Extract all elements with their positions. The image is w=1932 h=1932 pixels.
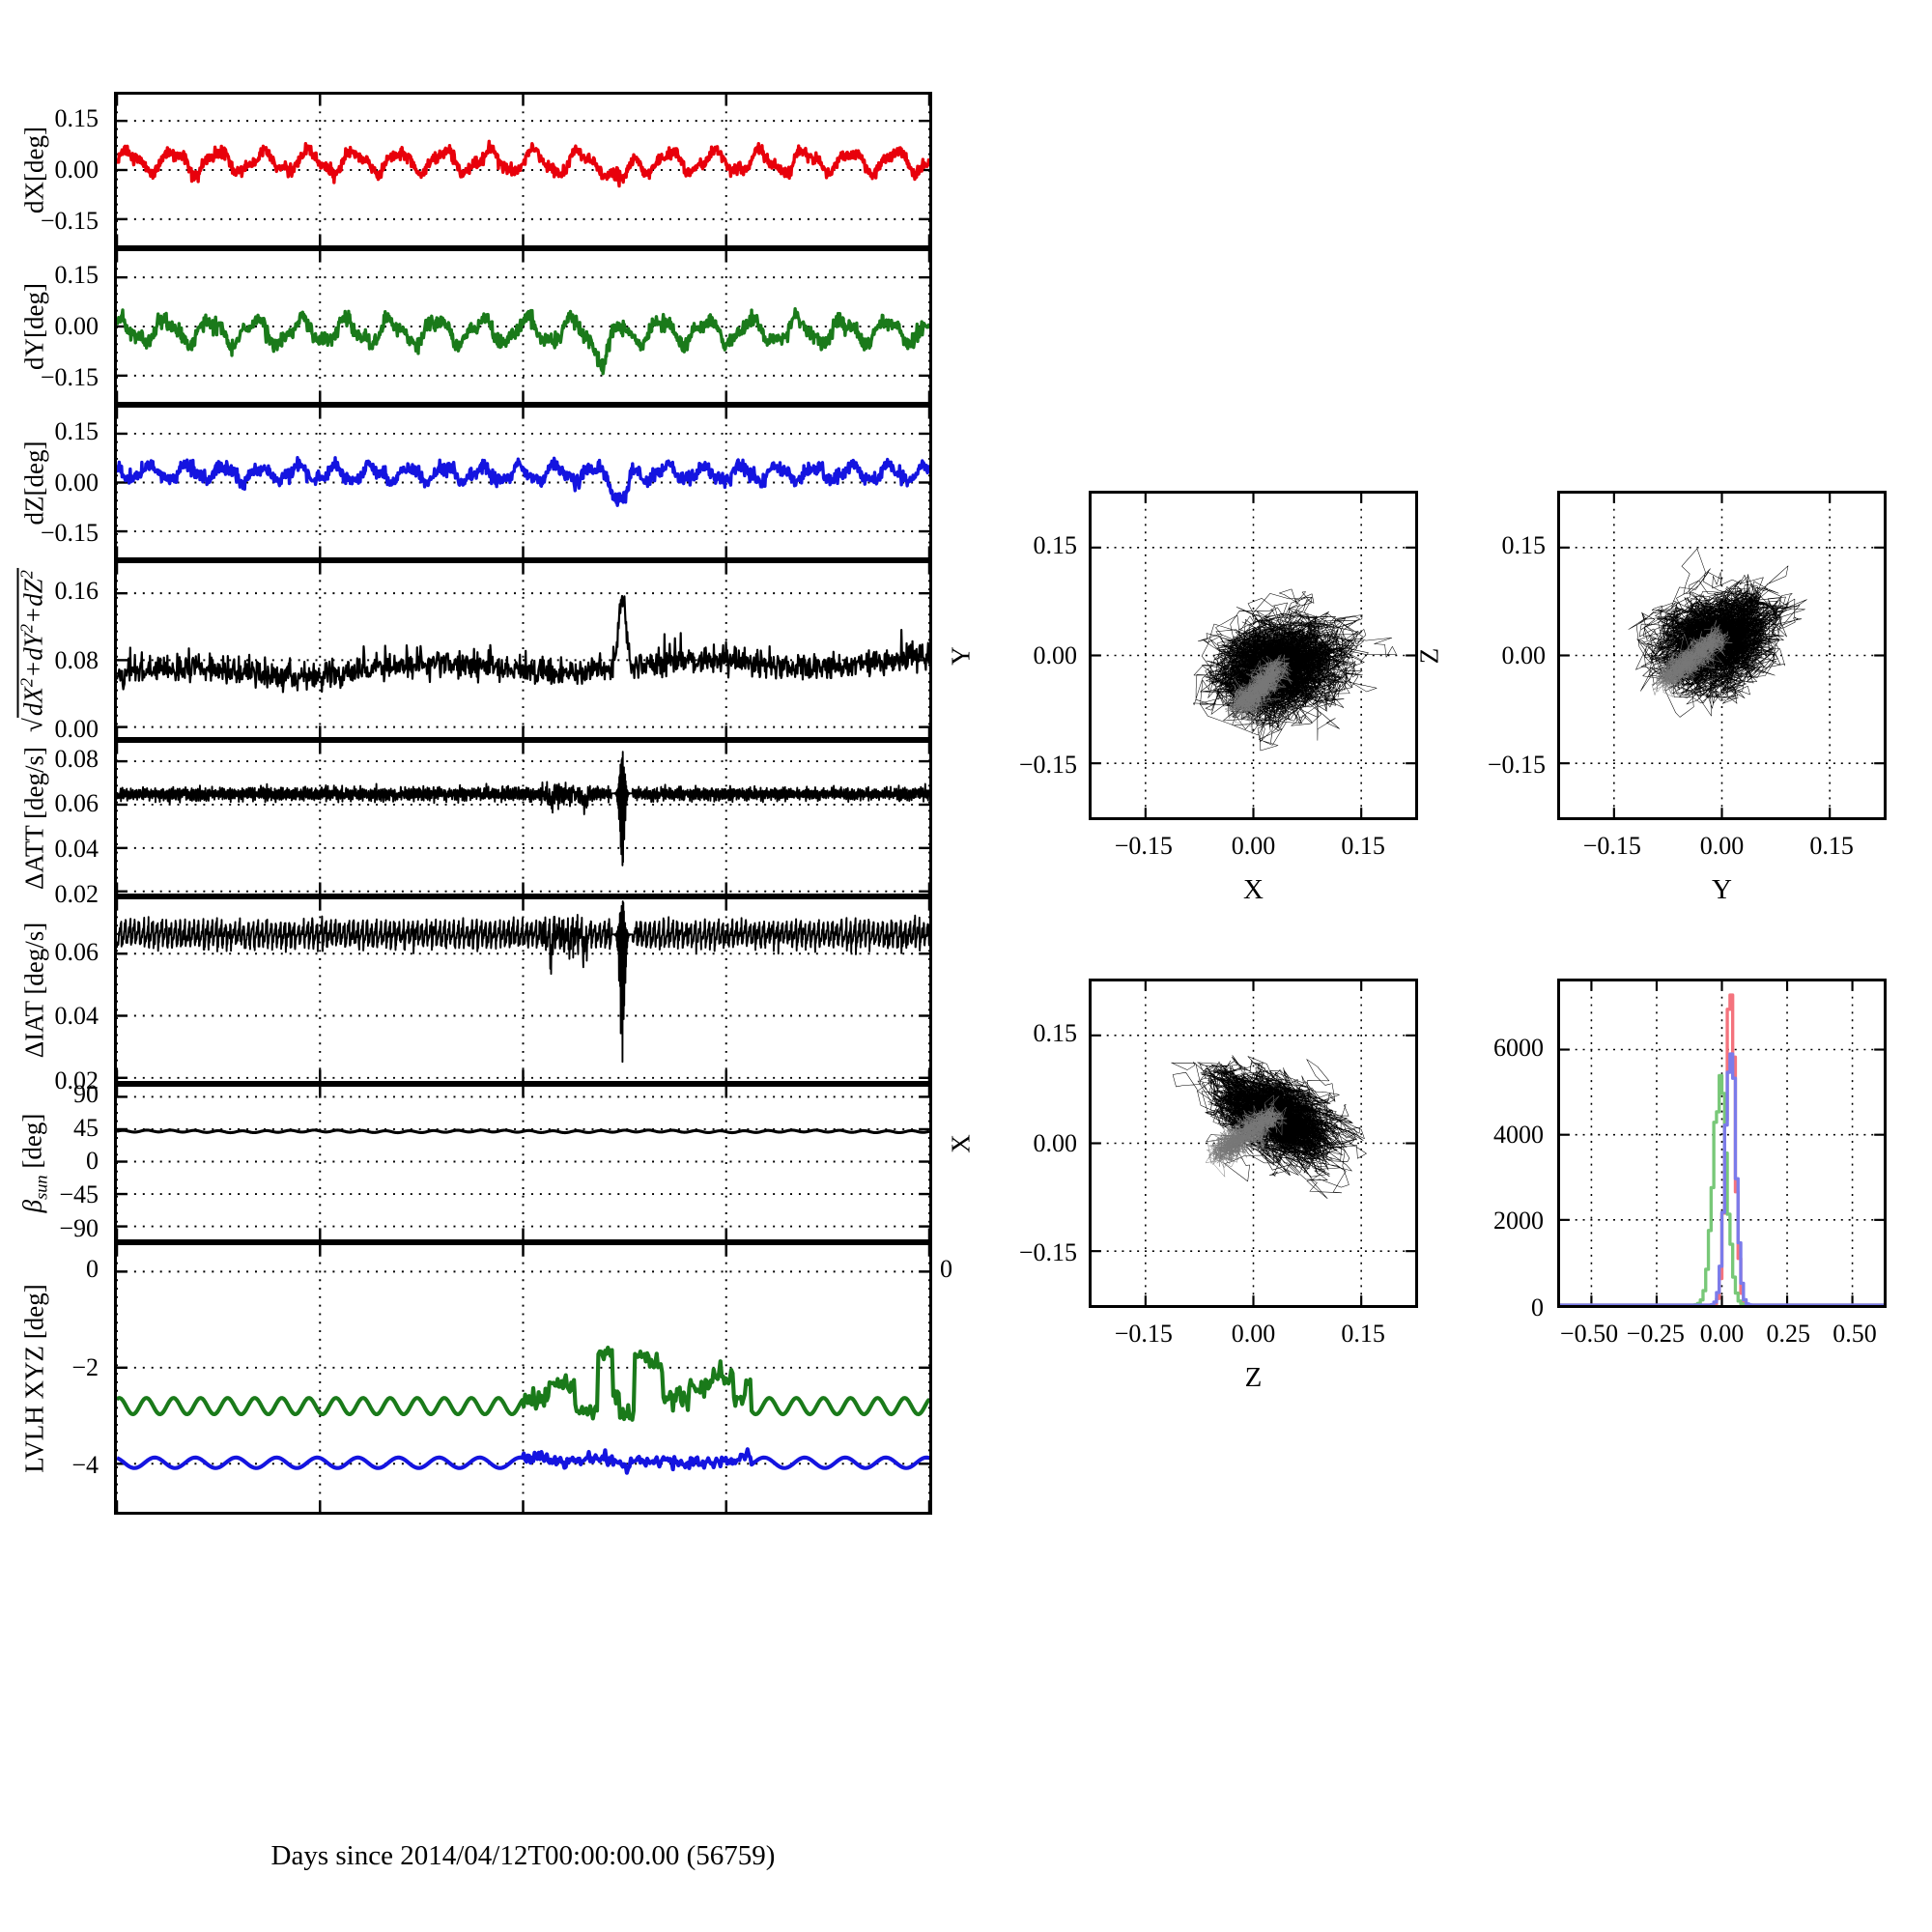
panel-lvlh-xyz [114, 1242, 932, 1515]
panel-dy [114, 248, 932, 405]
panel-diat [114, 896, 932, 1084]
panel-scatter-z-x [1089, 979, 1418, 1308]
panel-beta-sun [114, 1084, 932, 1242]
panel-scatter-y-z [1557, 491, 1887, 820]
panel-dz [114, 405, 932, 560]
panel-datt [114, 740, 932, 896]
panel-dx [114, 92, 932, 248]
x-axis-title: Days since 2014/04/12T00:00:00.00 (56759… [270, 1840, 776, 1871]
panel-scatter-x-y [1089, 491, 1418, 820]
panel-histogram [1557, 979, 1887, 1308]
panel-magnitude [114, 560, 932, 740]
